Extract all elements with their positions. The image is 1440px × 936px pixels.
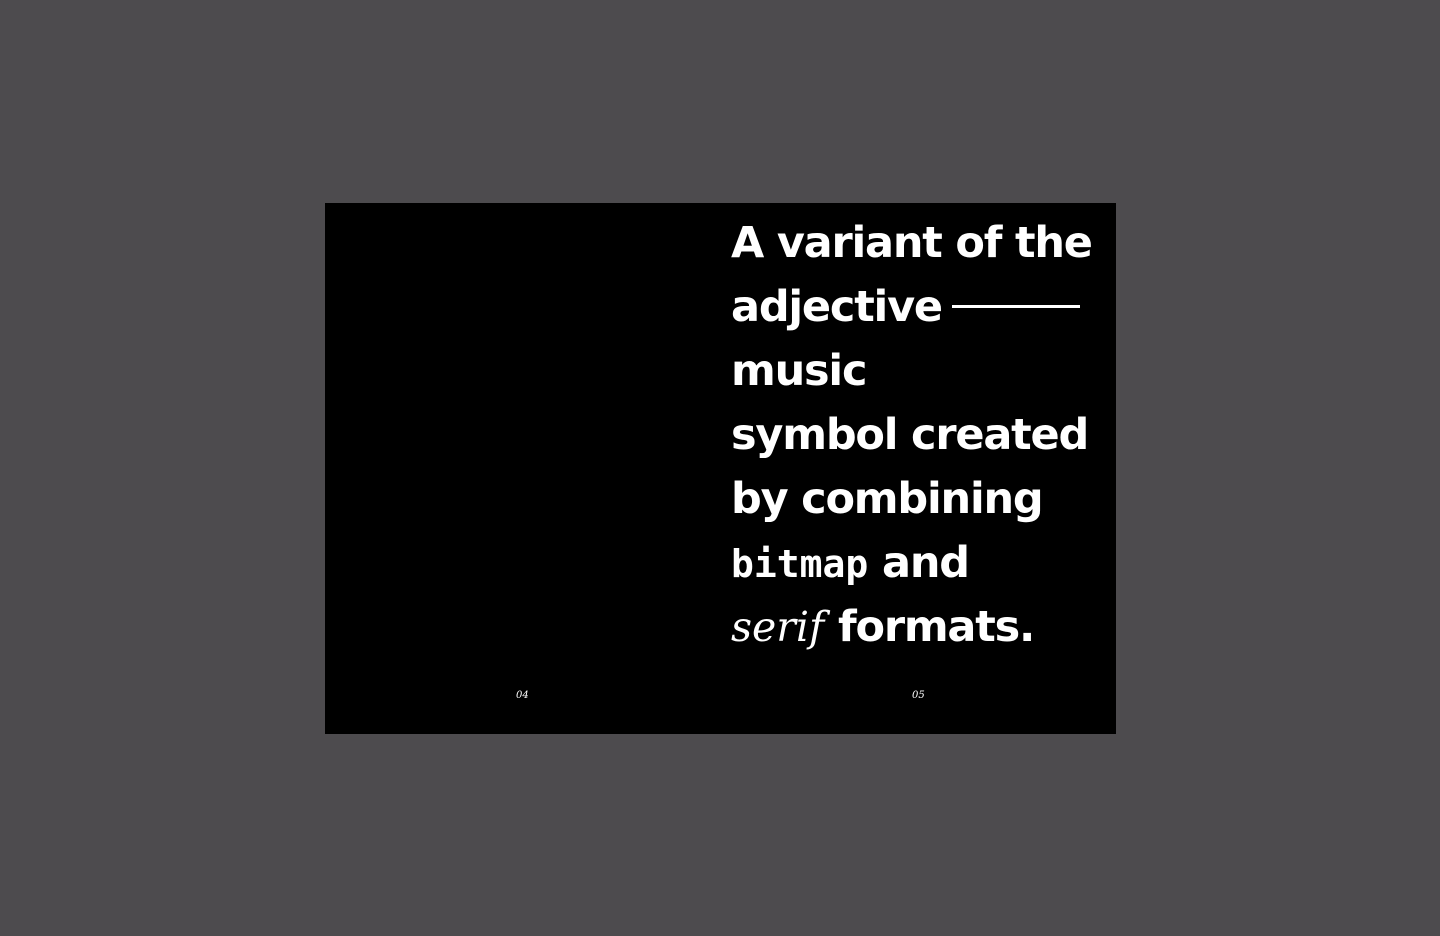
serif-word: serif	[731, 603, 825, 651]
headline-line-2: adjective	[731, 275, 1111, 339]
book-spread: A variant of the adjective music symbol …	[325, 203, 1116, 734]
headline-line-6: bitmap and	[731, 538, 970, 588]
headline-line-7: serif formats.	[731, 602, 1035, 652]
headline-line-4: symbol created	[731, 410, 1089, 460]
em-dash-rule	[951, 305, 1080, 308]
headline-line-5: by combining	[731, 474, 1044, 524]
bitmap-word: bitmap	[731, 542, 869, 586]
page-number-right: 05	[912, 690, 925, 701]
headline-line-3: music	[731, 346, 867, 396]
page-number-left: 04	[516, 690, 529, 701]
headline-text: A variant of the adjective music symbol …	[731, 211, 1111, 659]
headline-line-1: A variant of the	[731, 218, 1093, 268]
